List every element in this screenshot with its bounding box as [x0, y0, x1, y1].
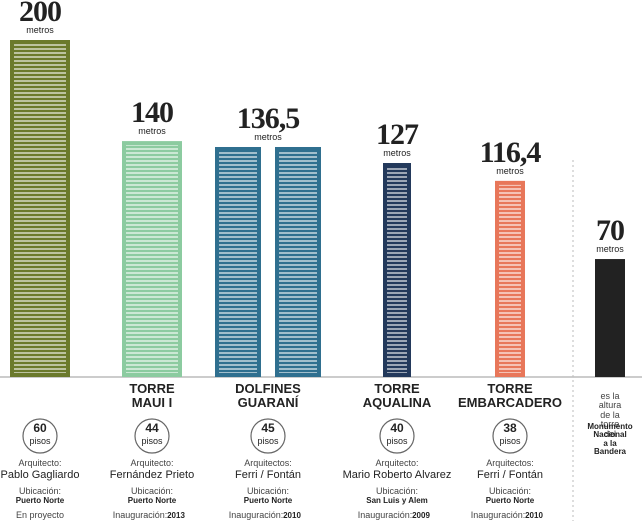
windows — [219, 150, 257, 373]
floors-unit: pisos — [257, 436, 279, 446]
floors-circle — [134, 418, 170, 454]
location-label: Ubicación: — [18, 486, 62, 496]
windows — [14, 44, 66, 373]
location: Puerto Norte — [127, 496, 177, 505]
unit-label: metros — [383, 148, 411, 158]
windows — [499, 184, 521, 373]
location-label: Ubicación: — [375, 486, 419, 496]
inauguration-label: Inauguración: — [470, 510, 526, 520]
floors: 60 — [33, 421, 47, 435]
floors: 40 — [390, 421, 404, 435]
architect: Pablo Gagliardo — [0, 469, 80, 481]
floors-unit: pisos — [499, 436, 521, 446]
windows — [387, 167, 407, 373]
height-label: 140 — [131, 96, 174, 130]
inauguration-label: Inauguración: — [228, 510, 284, 520]
inauguration: 2010 — [283, 511, 301, 520]
floors: 38 — [503, 421, 517, 435]
height-label: 136,5 — [236, 101, 300, 135]
inauguration-label: Inauguración: — [112, 510, 168, 520]
location: San Luis y Alem — [366, 496, 428, 505]
floors: 44 — [145, 421, 159, 435]
windows — [126, 145, 178, 373]
location: Puerto Norte — [485, 496, 535, 505]
height-label: 70 — [596, 214, 625, 248]
unit-label: metros — [26, 25, 54, 35]
height-label: 127 — [376, 118, 419, 151]
height-label: 116,4 — [479, 135, 542, 169]
note-bold: Monumento Nacional a la Bandera — [587, 422, 633, 457]
architect: Fernández Prieto — [109, 469, 195, 481]
floors: 45 — [261, 421, 275, 435]
location: Puerto Norte — [15, 496, 65, 505]
inauguration: 2010 — [525, 511, 543, 520]
inauguration: 2013 — [167, 511, 185, 520]
inauguration-label: Inauguración: — [357, 510, 413, 520]
architect: Ferri / Fontán — [234, 469, 302, 481]
location-label: Ubicación: — [130, 486, 174, 496]
unit-label: metros — [496, 165, 524, 176]
location-label: Ubicación: — [488, 486, 532, 496]
tower-name: TORRE MAUI I — [129, 381, 175, 410]
note: es la altura de la torre del — [598, 391, 622, 439]
unit-label: metros — [138, 126, 166, 137]
tower-name: TORRE AQUALINA — [362, 381, 432, 410]
location: Puerto Norte — [243, 496, 293, 505]
floors-unit: pisos — [141, 436, 163, 446]
windows — [279, 150, 317, 373]
floors-circle — [22, 418, 58, 454]
architect-label: Arquitecto: — [130, 458, 174, 468]
architect: Ferri / Fontán — [476, 469, 544, 481]
unit-label: metros — [254, 131, 282, 142]
architect: Mario Roberto Alvarez — [342, 469, 452, 481]
floors-unit: pisos — [386, 436, 408, 446]
floors-circle — [379, 418, 415, 454]
architect-label: Arquitectos: — [244, 458, 292, 468]
location-label: Ubicación: — [246, 486, 290, 496]
architect-label: Arquitectos: — [486, 458, 534, 468]
floors-circle — [492, 418, 528, 454]
tower — [595, 259, 625, 377]
unit-label: metros — [596, 244, 624, 255]
height-label: 200 — [19, 0, 62, 28]
floors-unit: pisos — [29, 436, 51, 446]
floors-circle — [250, 418, 286, 454]
tower-name: TORRE EMBARCADERO — [458, 381, 562, 410]
status: En proyecto — [15, 510, 65, 520]
tower-name: DOLFINES GUARANÍ — [235, 381, 301, 410]
inauguration: 2009 — [412, 511, 430, 520]
architect-label: Arquitecto: — [375, 458, 419, 468]
architect-label: Arquitecto: — [18, 458, 62, 468]
